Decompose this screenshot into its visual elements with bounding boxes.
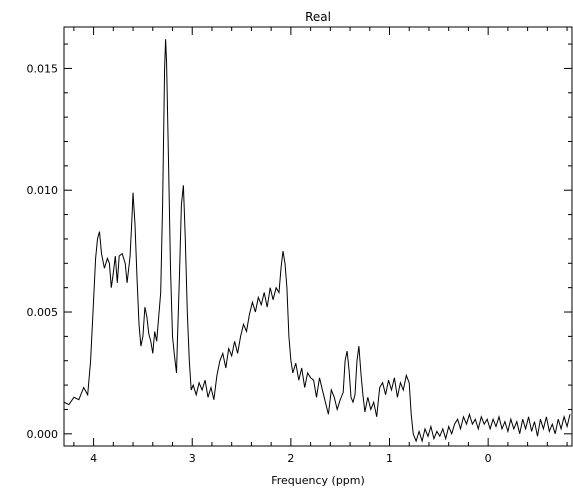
y-tick-label: 0.015 bbox=[27, 62, 59, 75]
x-tick-labels: 4 3 2 1 0 bbox=[90, 452, 492, 465]
y-tick-label: 0.005 bbox=[27, 306, 59, 319]
y-tick-label: 0.010 bbox=[27, 184, 59, 197]
y-tick-labels: 0.000 0.005 0.010 0.015 bbox=[27, 62, 59, 440]
x-axis-label: Frequency (ppm) bbox=[271, 474, 365, 487]
x-tick-label: 4 bbox=[90, 452, 97, 465]
x-tick-label: 0 bbox=[485, 452, 492, 465]
x-tick-label: 3 bbox=[189, 452, 196, 465]
chart-title: Real bbox=[305, 10, 331, 24]
spectrum-line bbox=[63, 39, 571, 443]
x-tick-label: 2 bbox=[287, 452, 294, 465]
plot-frame bbox=[63, 26, 573, 447]
y-tick-label: 0.000 bbox=[27, 428, 59, 441]
x-tick-label: 1 bbox=[386, 452, 393, 465]
axis-ticks bbox=[64, 27, 572, 446]
